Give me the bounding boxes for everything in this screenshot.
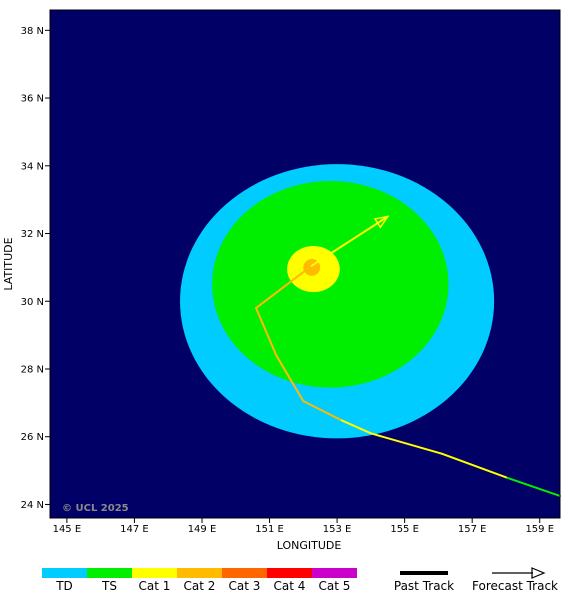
x-tick-label: 159 E [525, 524, 554, 535]
y-tick-label: 36 N [21, 94, 44, 105]
copyright-label: © UCL 2025 [62, 503, 129, 514]
forecast-track-segment [310, 215, 389, 267]
past-track-label: Past Track [394, 579, 454, 593]
y-tick-label: 24 N [21, 500, 44, 511]
y-tick-label: 32 N [21, 229, 44, 240]
forecast-track-legend: Forecast Track [472, 567, 558, 593]
past-track-segment [255, 264, 313, 310]
tracks [255, 215, 561, 497]
legend-label-cat-2: Cat 2 [184, 579, 216, 593]
legend-label-cat-5: Cat 5 [319, 579, 351, 593]
legend-label-cat-3: Cat 3 [229, 579, 261, 593]
x-tick-label: 153 E [323, 524, 352, 535]
x-tick-label: 151 E [255, 524, 284, 535]
y-axis-ticks: 24 N 26 N 28 N 30 N 32 N 34 N 36 N 38 N [21, 26, 50, 511]
y-tick-label: 38 N [21, 26, 44, 37]
past-track-segment [440, 452, 507, 479]
legend: TD TS Cat 1 Cat 2 Cat 3 Cat 4 Cat 5 [42, 568, 357, 593]
past-track-segment [504, 476, 561, 497]
forecast-arrow-icon [531, 567, 546, 579]
legend-swatch-cat-5 [312, 568, 357, 578]
legend-swatch-td [42, 568, 87, 578]
legend-label-cat-1: Cat 1 [139, 579, 171, 593]
past-track-legend: Past Track [394, 571, 454, 593]
past-track-segment [255, 307, 278, 357]
forecast-track-label: Forecast Track [472, 579, 558, 593]
y-axis-title: LATITUDE [2, 237, 15, 290]
legend-swatch-cat-2 [177, 568, 222, 578]
legend-label-ts: TS [101, 579, 117, 593]
y-tick-label: 28 N [21, 364, 44, 375]
past-track-segment [369, 432, 443, 455]
x-axis-ticks: 145 E 147 E 149 E 151 E 153 E 155 E 157 E 159 E [53, 518, 554, 535]
x-axis-title: LONGITUDE [277, 539, 342, 552]
x-tick-label: 155 E [390, 524, 419, 535]
forecast-arrowhead [373, 215, 390, 229]
plot-frame [49, 9, 561, 519]
x-tick-label: 147 E [120, 524, 149, 535]
x-tick-label: 157 E [458, 524, 487, 535]
y-tick-label: 26 N [21, 432, 44, 443]
y-tick-label: 34 N [21, 161, 44, 172]
legend-label-td: TD [55, 579, 73, 593]
y-tick-label: 30 N [21, 297, 44, 308]
legend-swatch-cat-4 [267, 568, 312, 578]
legend-label-cat-4: Cat 4 [274, 579, 306, 593]
legend-swatch-cat-1 [132, 568, 177, 578]
legend-swatch-ts [87, 568, 132, 578]
past-track-segment [339, 418, 372, 435]
x-tick-label: 149 E [188, 524, 217, 535]
x-tick-label: 145 E [53, 524, 82, 535]
past-track-segment [302, 400, 342, 421]
legend-swatch-cat-3 [222, 568, 267, 578]
past-track-segment [275, 354, 305, 403]
wind-field [180, 164, 495, 439]
